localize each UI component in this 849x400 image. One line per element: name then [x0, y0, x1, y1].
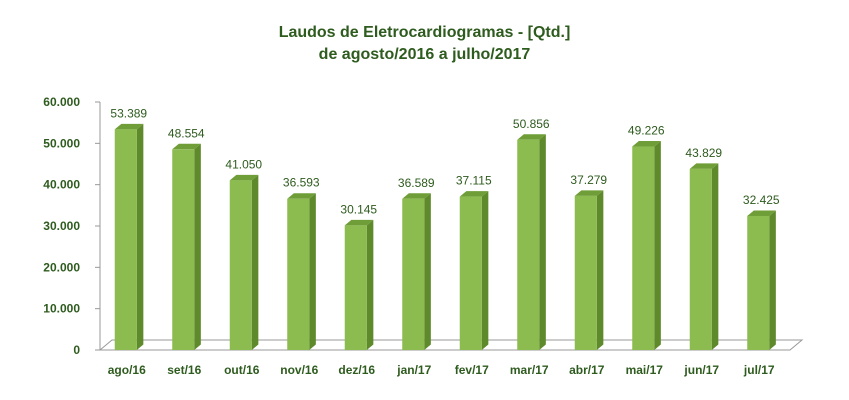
y-tick-label: 0 [73, 343, 80, 357]
data-label: 37.279 [570, 173, 607, 187]
y-tick-label: 20.000 [43, 260, 80, 274]
bar [114, 129, 137, 350]
bar-top [344, 219, 374, 226]
bar-side [539, 134, 546, 350]
bar-top [574, 190, 604, 196]
data-label: 48.554 [168, 126, 205, 140]
data-label: 30.145 [340, 202, 377, 216]
chart-title-line2: de agosto/2016 a julho/2017 [318, 46, 531, 63]
x-tick-label: jun/17 [683, 363, 719, 377]
data-label: 43.829 [685, 146, 722, 160]
y-tick-label: 50.000 [43, 136, 80, 150]
x-tick-label: mai/17 [626, 363, 664, 377]
bar [574, 195, 597, 350]
x-tick-label: jul/17 [743, 363, 775, 377]
chart-title-line1: Laudos de Eletrocardiogramas - [Qtd.] [278, 24, 571, 41]
bar-side [424, 193, 431, 350]
bar-side [769, 210, 776, 350]
bar [689, 168, 712, 350]
bar-side [366, 219, 374, 350]
bar-top [632, 141, 661, 147]
x-tick-label: mar/17 [510, 363, 549, 377]
data-label: 50.856 [513, 117, 550, 131]
y-tick-label: 10.000 [43, 302, 80, 316]
bar [459, 196, 482, 350]
data-label: 41.050 [225, 157, 262, 171]
y-tick-label: 30.000 [43, 219, 80, 233]
bar-top [517, 134, 546, 140]
data-label: 32.425 [743, 193, 780, 207]
x-tick-label: jan/17 [396, 363, 431, 377]
bar-side [481, 191, 489, 350]
data-label: 36.593 [283, 176, 320, 190]
bar-side [654, 141, 661, 350]
bar-side [194, 143, 201, 350]
bar [517, 139, 540, 350]
data-label: 49.226 [628, 124, 665, 138]
x-tick-label: nov/16 [280, 363, 318, 377]
chart-title: Laudos de Eletrocardiogramas - [Qtd.] de… [0, 22, 849, 66]
x-tick-label: fev/17 [455, 363, 489, 377]
bar [344, 225, 367, 350]
bar-top [402, 193, 431, 199]
data-label: 36.589 [398, 176, 435, 190]
bar-top [287, 193, 316, 199]
bar-side [251, 174, 259, 350]
bar-top [114, 123, 144, 130]
x-tick-label: dez/16 [338, 363, 375, 377]
bar-top [229, 174, 259, 181]
x-tick-label: ago/16 [108, 363, 146, 377]
data-label: 53.389 [110, 106, 147, 120]
bar [632, 146, 655, 350]
bar [402, 198, 425, 350]
bar [287, 198, 310, 350]
bar-top [747, 210, 776, 216]
bar [747, 215, 770, 350]
y-tick-label: 40.000 [43, 178, 80, 192]
bar-side [309, 193, 316, 350]
bar-top [459, 191, 489, 197]
bar-side [711, 163, 719, 350]
x-tick-label: abr/17 [569, 363, 605, 377]
bar-side [136, 123, 144, 350]
bar [229, 180, 252, 350]
bar-top [689, 163, 719, 169]
bar-side [596, 190, 604, 350]
chart-floor [98, 339, 804, 351]
bar [172, 149, 195, 350]
x-tick-label: set/16 [167, 363, 201, 377]
x-tick-label: out/16 [224, 363, 260, 377]
bar-top [172, 143, 201, 150]
y-tick-label: 60.000 [43, 95, 80, 109]
data-label: 37.115 [456, 174, 492, 188]
